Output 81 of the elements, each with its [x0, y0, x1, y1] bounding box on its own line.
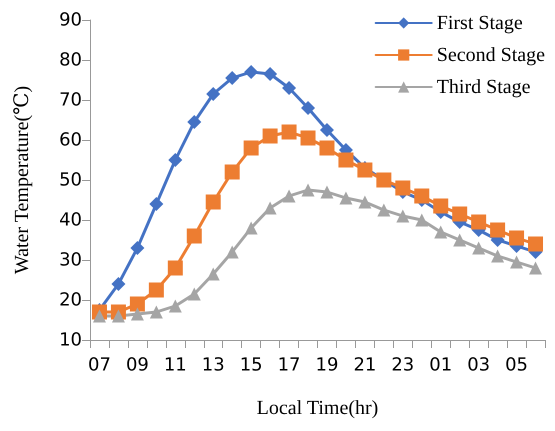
point — [92, 310, 106, 322]
y-tick-label: 10 — [59, 330, 82, 350]
point — [282, 124, 297, 140]
y-tick-label: 50 — [59, 170, 82, 190]
point — [206, 268, 220, 280]
y-tick-label: 60 — [59, 130, 82, 150]
legend-label: Second Stage — [436, 44, 546, 66]
y-tick-label: 40 — [59, 210, 82, 230]
point — [471, 214, 486, 230]
point — [244, 140, 259, 156]
point — [434, 226, 448, 238]
y-axis-title: Water Temperature(℃) — [11, 86, 33, 274]
x-axis-title: Local Time(hr) — [256, 397, 378, 419]
point — [452, 206, 468, 222]
point — [150, 306, 163, 318]
point — [282, 190, 296, 202]
point — [528, 236, 544, 252]
x-tick-label: 17 — [278, 354, 301, 376]
point — [187, 115, 202, 129]
point — [302, 184, 315, 196]
point — [509, 230, 524, 246]
point — [225, 71, 240, 85]
point — [206, 194, 221, 210]
point — [262, 128, 278, 144]
point — [490, 222, 506, 238]
point — [339, 192, 352, 204]
point — [148, 282, 164, 298]
point — [320, 123, 334, 137]
point — [226, 246, 239, 258]
y-tick-label: 80 — [59, 50, 82, 70]
point — [130, 296, 145, 312]
point — [377, 204, 390, 216]
point — [188, 288, 201, 300]
y-tick-label: 30 — [59, 250, 82, 270]
point — [510, 256, 524, 268]
point — [529, 262, 542, 274]
point — [433, 198, 448, 214]
x-tick-label: 15 — [240, 354, 263, 376]
point — [263, 67, 278, 81]
point — [396, 210, 410, 222]
x-tick-label: 19 — [316, 354, 338, 376]
point — [357, 162, 372, 178]
x-tick-label: 21 — [353, 354, 376, 376]
point — [244, 222, 258, 234]
point — [112, 310, 125, 322]
point — [491, 250, 504, 262]
point — [300, 130, 316, 146]
y-tick-label: 90 — [59, 10, 82, 30]
point — [264, 202, 277, 214]
x-tick-label: 23 — [391, 354, 414, 376]
legend-label: First Stage — [436, 12, 523, 34]
point — [168, 260, 183, 276]
point — [282, 81, 296, 95]
x-tick-label: 07 — [88, 354, 111, 376]
point — [415, 214, 428, 226]
x-tick-label: 03 — [467, 354, 490, 376]
point — [472, 242, 486, 254]
point — [338, 152, 354, 168]
point — [186, 228, 202, 244]
x-tick-label: 09 — [126, 354, 149, 376]
x-tick-label: 11 — [164, 354, 187, 376]
point — [206, 87, 220, 101]
x-tick-label: 05 — [505, 354, 528, 376]
y-tick-label: 20 — [59, 290, 82, 310]
x-tick-label: 01 — [429, 354, 452, 376]
point — [319, 140, 334, 156]
point — [244, 65, 258, 79]
point — [168, 300, 182, 312]
point — [149, 197, 164, 211]
point — [130, 241, 144, 255]
point — [168, 153, 182, 167]
point — [453, 234, 466, 246]
point — [320, 186, 334, 198]
y-tick-label: 70 — [59, 90, 82, 110]
point — [111, 277, 126, 291]
point — [301, 101, 316, 115]
legend-label: Third Stage — [436, 76, 531, 98]
point — [130, 308, 144, 320]
point — [224, 164, 240, 180]
x-tick-label: 13 — [202, 354, 225, 376]
point — [358, 196, 372, 208]
